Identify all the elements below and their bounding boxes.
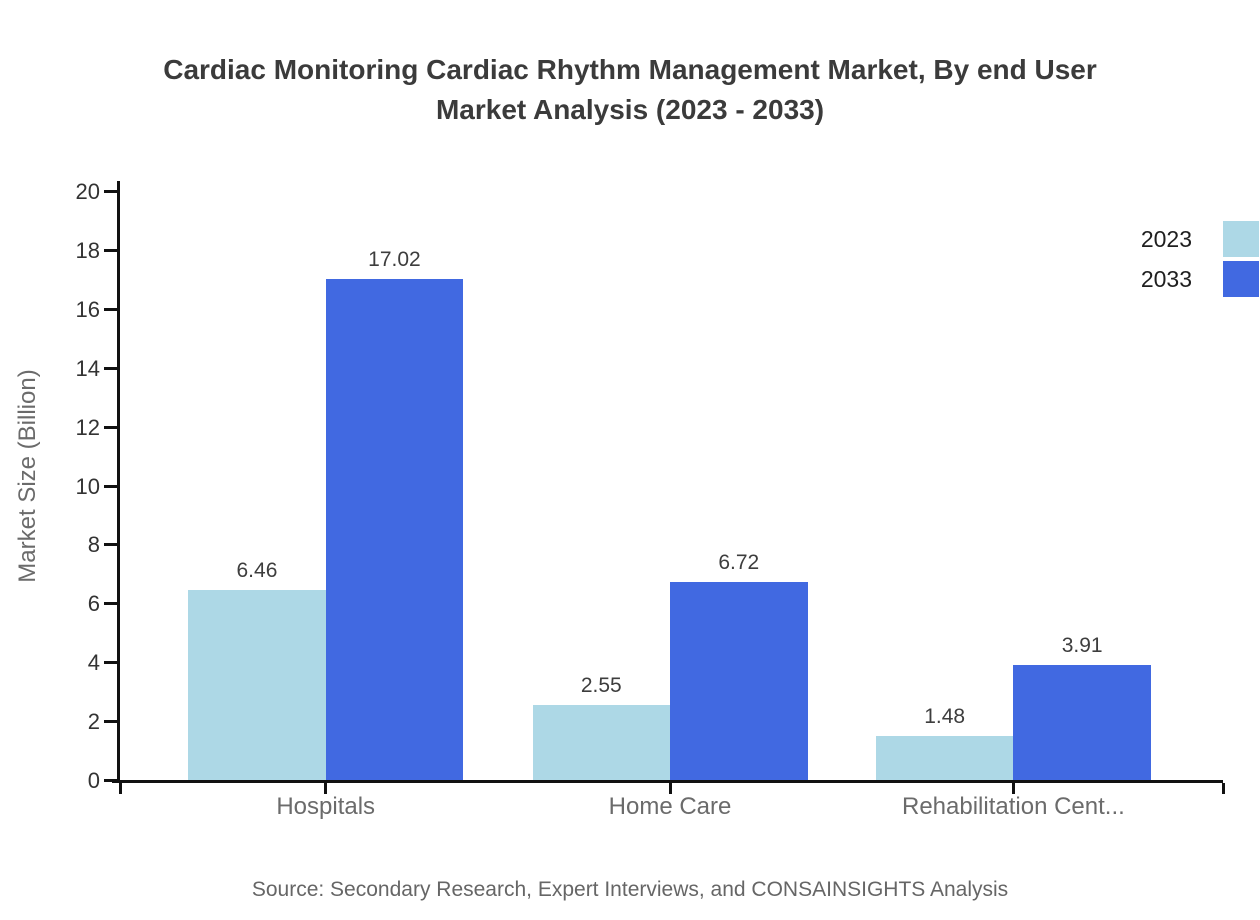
y-tick-label: 0 [87, 768, 100, 793]
x-tick [1221, 783, 1225, 794]
bar-value-label: 1.48 [924, 705, 966, 729]
y-tick-label: 14 [75, 355, 100, 381]
x-axis-label: Rehabilitation Cent... [901, 793, 1125, 820]
y-tick [104, 543, 118, 547]
y-tick-label: 10 [75, 473, 100, 499]
legend-item-2033[interactable]: 2033 [1141, 261, 1259, 297]
y-tick [104, 366, 118, 370]
bar-value-label: 6.72 [718, 551, 760, 575]
bar-2023-home-care [532, 704, 670, 780]
y-tick-label: 8 [87, 532, 100, 558]
y-tick-label: 16 [75, 296, 100, 322]
y-tick [104, 602, 118, 606]
x-axis-label: Home Care [608, 793, 732, 820]
x-tick [324, 783, 328, 794]
y-tick [104, 720, 118, 724]
y-axis-line [117, 181, 120, 783]
legend-item-2023[interactable]: 2023 [1141, 221, 1259, 257]
y-tick [104, 307, 118, 311]
source-text: Source: Secondary Research, Expert Inter… [251, 878, 1009, 901]
y-tick [104, 661, 118, 665]
chart-title-line-1: Cardiac Monitoring Cardiac Rhythm Manage… [163, 54, 1097, 85]
bar-value-label: 6.46 [236, 558, 278, 582]
y-tick [104, 484, 118, 488]
y-tick [104, 248, 118, 252]
x-tick [118, 783, 122, 794]
bar-value-label: 17.02 [368, 247, 421, 271]
x-tick [668, 783, 672, 794]
legend-label-2033: 2033 [1140, 265, 1192, 292]
y-tick-label: 12 [75, 414, 100, 440]
bar-2033-home-care [670, 582, 808, 780]
y-tick [104, 425, 118, 429]
bar-2023-rehabilitation-cent [875, 736, 1014, 780]
x-axis-line [112, 780, 1223, 783]
y-tick [104, 190, 118, 193]
chart-title-line-2: Market Analysis (2023 - 2033) [435, 94, 825, 125]
x-tick [1011, 783, 1015, 794]
bar-2033-hospitals [325, 278, 464, 780]
legend-swatch-2023 [1223, 221, 1259, 257]
legend-swatch-2033 [1223, 261, 1259, 297]
chart-title: Cardiac Monitoring Cardiac Rhythm Manage… [70, 50, 1190, 130]
bar-value-label: 3.91 [1061, 633, 1103, 657]
y-tick-label: 6 [87, 591, 100, 617]
y-tick-label: 2 [87, 709, 100, 735]
bar-2023-hospitals [188, 589, 326, 780]
bar-2033-rehabilitation-cent [1013, 664, 1151, 780]
x-axis-label: Hospitals [276, 793, 376, 820]
y-tick [104, 779, 118, 782]
y-tick-label: 18 [75, 237, 100, 263]
bar-value-label: 2.55 [580, 673, 622, 697]
legend: 2023 2033 [1141, 221, 1259, 301]
y-tick-label: 20 [75, 179, 100, 204]
y-tick-label: 4 [87, 650, 100, 676]
legend-label-2023: 2023 [1140, 225, 1192, 252]
